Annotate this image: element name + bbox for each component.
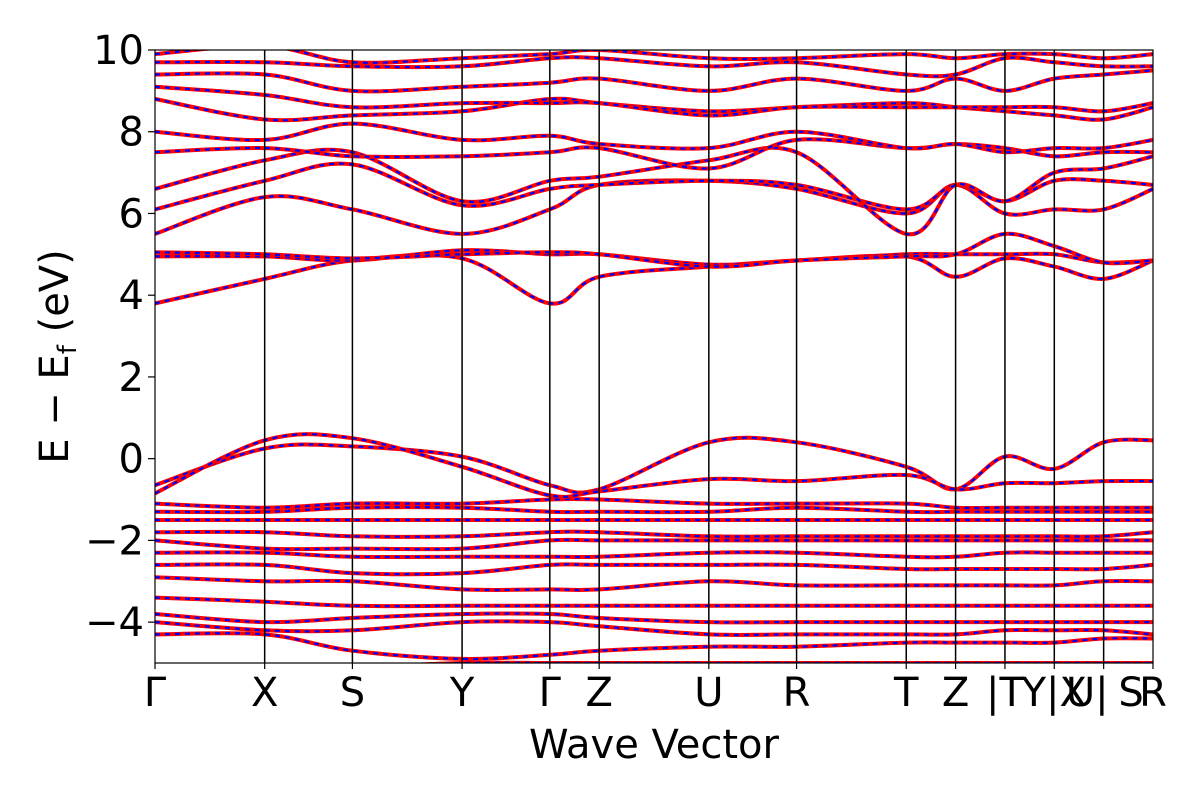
- band-line-spin-down-3: [155, 611, 1153, 625]
- x-tick-label: R: [1139, 670, 1167, 716]
- band-line-spin-down-8: [155, 537, 1153, 552]
- y-tick-label: −4: [85, 600, 144, 646]
- x-tick-label: Y|X: [1021, 670, 1087, 716]
- y-axis-label-main: E − E: [32, 354, 78, 464]
- y-axis-label: E − Ef (eV): [32, 249, 83, 464]
- high-symmetry-lines: [263, 50, 1105, 663]
- band-line-spin-up-14: [155, 433, 1153, 498]
- y-tick-label: 8: [119, 110, 144, 156]
- x-tick-label: Γ: [144, 670, 167, 716]
- band-line-spin-up-1: [155, 632, 1153, 661]
- y-axis-label-subscript: f: [53, 344, 83, 354]
- x-tick-label: |T: [986, 670, 1024, 716]
- x-tick-label: Z: [585, 670, 612, 716]
- x-tick-label: U: [694, 670, 723, 716]
- x-tick-label: X: [251, 670, 278, 716]
- x-tick-label: T: [893, 670, 919, 716]
- x-tick-label: Y: [449, 670, 475, 716]
- band-line-spin-down-4: [155, 595, 1153, 609]
- x-tick-label: S: [340, 670, 365, 716]
- y-tick-label: 10: [93, 28, 144, 74]
- x-tick-label: S: [1118, 670, 1143, 716]
- band-line-spin-up-27: [155, 50, 1153, 64]
- y-axis-ticks: −4 −2 0 2 4 6 8 10: [85, 28, 155, 646]
- band-line-spin-down-6: [155, 562, 1153, 577]
- band-line-spin-down-9: [155, 529, 1153, 539]
- plot-frame: [154, 49, 1154, 664]
- y-tick-label: −2: [85, 518, 144, 564]
- band-line-spin-down-1: [155, 631, 1153, 661]
- band-line-spin-up-23: [155, 97, 1153, 122]
- y-axis-label-unit: (eV): [32, 249, 78, 345]
- band-line-spin-down-18: [155, 178, 1153, 236]
- y-tick-label: 6: [119, 191, 144, 237]
- x-tick-label: Γ: [539, 670, 562, 716]
- x-tick-label: R: [783, 670, 811, 716]
- y-tick-label: 2: [119, 355, 144, 401]
- y-tick-label: 0: [119, 437, 144, 483]
- bands-layer: [155, 50, 1153, 663]
- y-tick-label: 4: [119, 273, 144, 319]
- band-line-spin-down-12: [155, 497, 1153, 511]
- band-line-spin-down-26: [155, 55, 1153, 79]
- band-line-spin-down-5: [155, 575, 1153, 593]
- band-line-spin-down-7: [155, 550, 1153, 560]
- x-axis-ticks: Γ X S Y Γ Z U R T Z |TY|XU| SR: [144, 663, 1167, 716]
- band-line-spin-up-18: [155, 179, 1153, 236]
- band-line-spin-down-17: [155, 231, 1153, 269]
- x-tick-label: U|: [1066, 670, 1109, 716]
- band-line-spin-up-25: [155, 69, 1153, 93]
- x-axis-label: Wave Vector: [529, 722, 780, 768]
- x-tick-label: Z: [942, 670, 969, 716]
